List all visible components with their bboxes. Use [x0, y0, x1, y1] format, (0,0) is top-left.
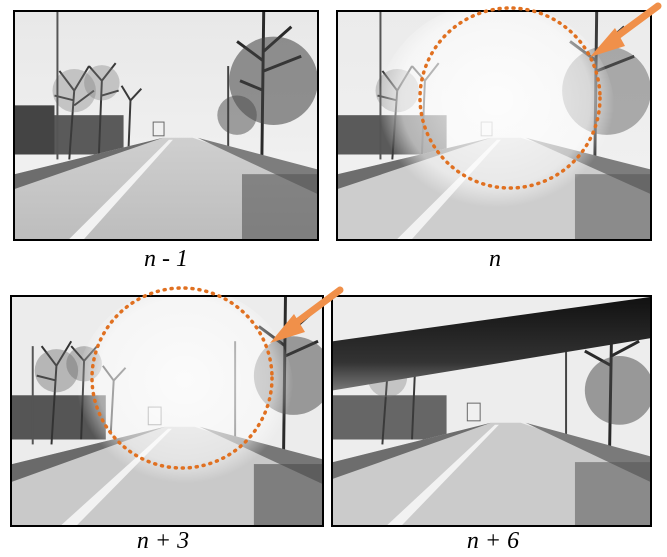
road-scene-photo-wiper — [333, 297, 650, 525]
road-scene-photo — [15, 12, 317, 239]
frame-caption: n + 3 — [136, 528, 190, 554]
frame-caption: n - 1 — [144, 246, 188, 272]
road-scene-photo-fogged-2 — [12, 297, 322, 525]
photo-frame-n — [336, 10, 652, 241]
road-scene-photo-fogged — [338, 12, 650, 239]
photo-frame-n-plus-6 — [331, 295, 652, 527]
frame-caption: n — [489, 246, 501, 272]
frame-caption: n + 6 — [466, 528, 520, 554]
photo-frame-n-plus-3 — [10, 295, 324, 527]
photo-frame-n-minus-1 — [13, 10, 319, 241]
